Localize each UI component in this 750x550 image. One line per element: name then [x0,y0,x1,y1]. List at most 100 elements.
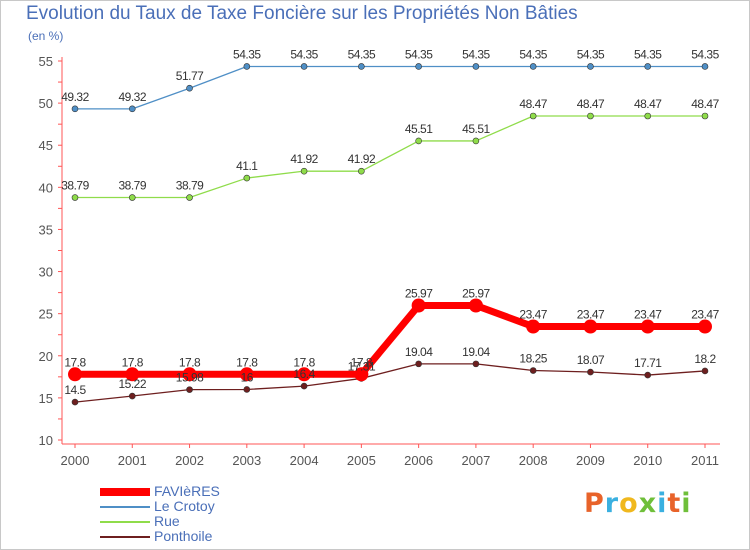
series-point-2 [71,194,79,201]
data-label: 54.35 [577,47,605,61]
logo-letter: i [681,488,692,519]
series-point-1 [701,63,709,70]
y-tick-label: 20 [39,349,53,364]
x-tick-label: 2006 [404,453,433,468]
series-point-3 [243,386,251,393]
data-label: 16.4 [293,367,315,381]
x-tick-label: 2010 [633,453,662,468]
legend-swatch [100,488,150,496]
series-point-2 [128,194,136,201]
chart-title: Evolution du Taux de Taxe Foncière sur l… [26,3,578,24]
series-point-0 [640,319,655,334]
data-label: 14.5 [64,383,86,397]
series-line-3 [74,363,706,403]
data-label: 54.35 [691,47,719,61]
data-label: 48.47 [519,97,547,111]
series-point-3 [472,360,480,368]
series-point-0 [526,319,541,334]
logo-letter: x [638,488,658,519]
series-point-2 [300,167,308,175]
x-tick-label: 2007 [461,453,490,468]
data-label: 23.47 [634,308,662,322]
data-label: 23.47 [519,308,547,322]
series-point-3 [186,386,193,393]
data-label: 18.25 [519,352,547,366]
data-label: 19.04 [405,345,433,359]
x-tick-label: 2008 [519,453,548,468]
data-label: 48.47 [634,97,662,111]
x-tick-label: 2004 [290,453,319,468]
data-label: 41.92 [348,152,376,166]
legend-label: FAVIèRES [154,483,220,499]
series-point-1 [128,105,136,113]
logo-letter: t [667,488,682,519]
data-label: 49.32 [61,90,89,104]
data-label: 17.8 [64,355,86,369]
series-point-3 [644,371,652,379]
data-label: 25.97 [405,286,433,300]
series-point-1 [358,63,365,70]
data-label: 48.47 [577,97,605,111]
data-label: 38.79 [119,179,147,193]
series-point-1 [587,63,594,70]
data-label: 15.98 [176,371,204,385]
data-label: 41.1 [236,159,258,173]
data-label: 54.35 [290,47,318,61]
series-point-2 [186,194,193,201]
series-point-2 [587,112,594,120]
series-point-1 [71,105,79,113]
legend-item: Le Crotoy [100,499,300,514]
logo-letter: r [604,488,620,519]
data-label: 48.47 [691,97,719,111]
legend-item: Ponthoile [100,529,300,544]
data-label: 49.32 [119,90,147,104]
chart-unit-label: (en %) [28,29,64,43]
series-point-0 [68,367,82,382]
series-point-0 [125,367,140,382]
series-line-0 [75,301,705,378]
data-label: 45.51 [462,122,490,136]
x-tick-label: 2001 [118,453,147,468]
chart-legend: FAVIèRES Le Crotoy Rue Ponthoile [100,484,300,544]
legend-swatch [100,506,150,508]
data-label: 17.8 [122,355,144,369]
series-point-2 [415,137,422,145]
series-point-1 [644,63,652,70]
series-point-1 [415,63,422,70]
proxiti-logo: Proxiti [584,488,692,519]
y-tick-label: 10 [39,433,53,448]
y-tick-label: 45 [39,138,53,153]
legend-label: Rue [154,513,180,529]
series-point-0 [182,367,197,382]
logo-letter: o [619,488,639,519]
data-label: 19.04 [462,345,490,359]
data-label: 54.35 [634,47,662,61]
data-label: 54.35 [348,47,376,61]
series-point-1 [300,63,308,70]
x-tick-label: 2009 [576,453,605,468]
series-point-2 [472,137,480,145]
logo-letter: i [657,488,668,519]
series-point-2 [358,167,365,175]
data-label: 18.2 [694,352,716,366]
series-point-2 [701,112,709,120]
legend-label: Ponthoile [154,528,213,544]
data-label: 38.79 [176,179,204,193]
legend-label: Le Crotoy [154,498,215,514]
data-label: 45.51 [405,122,433,136]
data-label: 17.8 [179,355,201,369]
series-point-1 [243,63,251,70]
series-point-3 [71,398,79,406]
data-label: 23.47 [691,308,719,322]
data-label: 25.97 [462,286,490,300]
series-point-3 [587,368,594,376]
legend-item: FAVIèRES [100,484,300,499]
x-tick-label: 2003 [232,453,261,468]
x-tick-label: 2002 [175,453,204,468]
series-point-1 [529,63,537,70]
data-label: 17.8 [351,355,373,369]
y-tick-label: 50 [39,96,53,111]
data-label: 18.07 [577,353,605,367]
